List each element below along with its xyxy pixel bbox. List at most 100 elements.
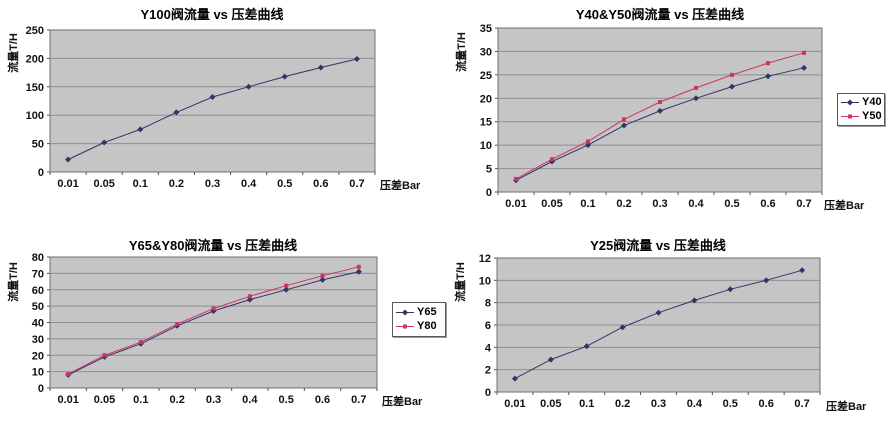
marker-Y40 [765,73,771,80]
y-tick-label: 50 [32,301,44,313]
legend-marker-y65 [396,308,414,317]
x-tick-label: 0.05 [93,178,114,190]
y-tick-label: 40 [32,318,44,330]
chart-y100-ylabel: 流量T/H [8,33,20,73]
marker-Y80 [247,294,252,299]
marker-Y50 [802,50,806,55]
legend-label-y80: Y80 [417,320,437,332]
y-tick-label: 200 [26,53,44,65]
y-tick-label: 12 [479,253,491,265]
y-tick-label: 20 [480,93,492,105]
marker-Y100 [137,126,144,133]
x-tick-label: 0.2 [169,178,184,190]
marker-Y80 [320,273,325,278]
marker-Y40 [729,83,735,90]
marker-Y50 [766,61,770,66]
y-tick-label: 80 [32,252,44,264]
x-tick-label: 0.4 [242,394,258,406]
y-tick-label: 2 [485,365,491,377]
y-tick-label: 6 [485,320,491,332]
legend-entry-y40: Y40 [841,96,882,109]
x-tick-label: 0.4 [687,398,703,410]
y-tick-label: 10 [480,140,492,152]
y-tick-label: 35 [480,23,492,35]
y-tick-label: 0 [486,187,492,199]
y-tick-label: 15 [480,117,492,129]
x-tick-label: 0.7 [349,178,364,190]
x-tick-label: 0.5 [724,198,739,210]
y-tick-label: 0 [38,167,44,179]
chart-y100-title: Y100阀流量 vs 压差曲线 [140,7,284,22]
chart-y65-y80-title: Y65&Y80阀流量 vs 压差曲线 [128,238,298,253]
marker-Y25 [691,297,698,304]
x-tick-label: 0.1 [580,198,595,210]
x-tick-label: 0.05 [540,398,561,410]
marker-Y65 [319,276,326,283]
chart-y25-title: Y25阀流量 vs 压差曲线 [590,238,726,253]
x-tick-label: 0.3 [651,398,666,410]
x-tick-label: 0.7 [796,198,811,210]
x-tick-label: 0.01 [57,394,78,406]
chart-y40-y50-xlabel: 压差Bar [824,200,865,212]
marker-Y100 [245,83,252,90]
marker-Y80 [175,322,180,327]
legend-marker-y80 [396,322,414,331]
x-tick-label: 0.05 [541,198,562,210]
y-tick-label: 0 [38,383,44,395]
marker-Y25 [583,343,590,350]
x-tick-label: 0.7 [794,398,809,410]
legend-entry-y65: Y65 [396,306,442,319]
legend-label-y50: Y50 [862,110,882,122]
marker-Y25 [727,286,734,293]
x-tick-label: 0.6 [313,178,328,190]
y-tick-label: 70 [32,268,44,280]
y-tick-label: 30 [32,334,44,346]
legend-label-y40: Y40 [862,96,882,108]
marker-Y100 [317,64,324,71]
marker-Y80 [102,353,107,358]
y-tick-label: 8 [485,298,491,310]
x-tick-label: 0.1 [133,394,148,406]
marker-Y50 [622,117,626,122]
y-tick-label: 5 [486,164,492,176]
marker-Y80 [284,283,289,288]
x-tick-label: 0.1 [579,398,594,410]
y-tick-label: 4 [485,342,492,354]
marker-Y80 [138,340,143,345]
x-tick-label: 0.5 [277,178,292,190]
x-tick-label: 0.2 [616,198,631,210]
x-tick-label: 0.6 [759,398,774,410]
chart-y100-plot: 0 50 100 150 200 250 0.01 0.05 0.1 0.2 0.3 0.4 0.5 0.… [26,25,376,190]
y-tick-label: 60 [32,285,44,297]
chart-y65-y80-plot: 0 10 20 30 40 50 60 70 80 0.01 0.05 0.1 0.2 0.3 0.4 0.5… [32,252,378,406]
marker-Y40 [693,95,699,102]
chart-y100-panel: 0 50 100 150 200 250 0.01 0.05 0.1 0.2 0.3 0.4 0.5 0.… [0,0,440,215]
chart-y25-ylabel: 流量T/H [455,262,467,302]
legend-label-y65: Y65 [417,306,437,318]
chart-y65-y80-panel: 0 10 20 30 40 50 60 70 80 0.01 0.05 0.1 0.2 0.3 0.4 0.5… [0,215,448,433]
y-tick-label: 50 [32,139,44,151]
x-tick-label: 0.7 [351,394,366,406]
marker-Y80 [356,264,361,269]
x-tick-label: 0.6 [315,394,330,406]
x-tick-label: 0.3 [206,394,221,406]
y-tick-label: 25 [480,70,492,82]
legend-marker-y40 [841,98,859,107]
y-tick-label: 100 [26,110,44,122]
marker-Y50 [586,139,590,144]
marker-Y80 [211,306,216,311]
marker-Y65 [355,268,362,275]
marker-Y100 [65,156,72,163]
chart-y40-y50-ylabel: 流量T/H [456,32,468,72]
marker-Y100 [101,139,108,146]
x-tick-label: 0.5 [279,394,294,406]
chart-y25-plot: 0 2 4 6 8 10 12 0.01 0.05 0.1 0.2 0.3 0.4 0.5 0.6 0.7 [479,253,821,410]
x-tick-label: 0.5 [723,398,738,410]
y-tick-label: 10 [32,367,44,379]
x-tick-label: 0.05 [94,394,115,406]
marker-Y25 [547,356,554,363]
marker-Y50 [694,85,698,90]
marker-Y40 [801,64,807,71]
legend-y40-y50: Y40 Y50 [837,93,885,126]
